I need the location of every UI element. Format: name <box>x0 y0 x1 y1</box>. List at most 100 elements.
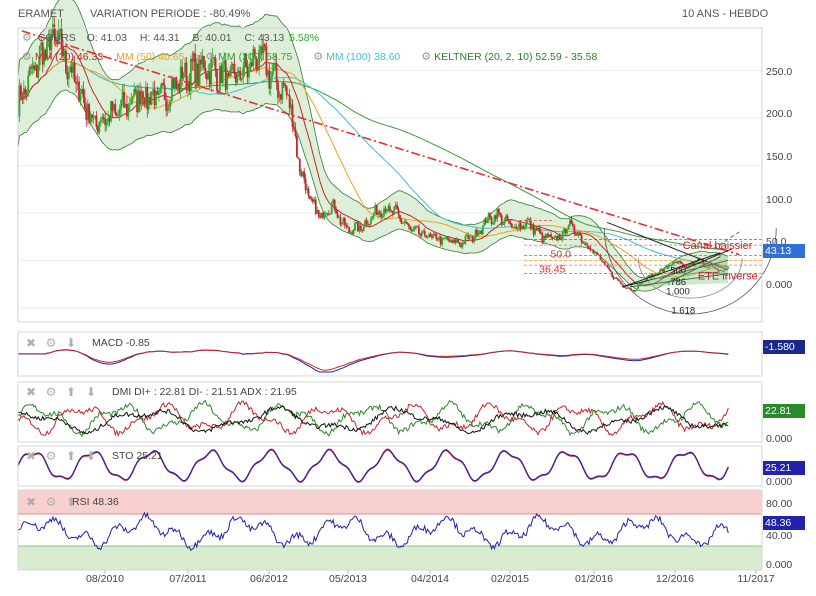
candle <box>163 85 166 101</box>
candle <box>234 73 237 83</box>
candle <box>221 64 224 84</box>
candle <box>333 199 336 210</box>
candle <box>635 288 638 291</box>
fan-line <box>659 248 732 280</box>
settings-icon[interactable]: ⚙ <box>22 51 32 63</box>
cours-label[interactable]: COURS <box>37 32 76 44</box>
candle <box>534 228 537 235</box>
candle <box>567 225 570 230</box>
sto-panel-frame <box>17 445 763 487</box>
candle <box>393 206 396 214</box>
arrow-down-icon[interactable]: ⬇ <box>85 385 97 399</box>
candle <box>673 261 676 263</box>
candle <box>59 28 62 31</box>
candle <box>479 230 481 234</box>
candle <box>647 275 650 277</box>
candle <box>390 210 393 212</box>
candle <box>505 215 507 219</box>
candle <box>46 41 48 59</box>
settings-icon[interactable]: ⚙ <box>22 32 32 44</box>
settings-icon[interactable]: ⚙ <box>45 336 57 350</box>
candle <box>173 77 176 88</box>
close-icon[interactable]: ✖ <box>25 385 37 399</box>
arrow-up-icon[interactable]: ⬆ <box>65 449 77 463</box>
candle <box>532 225 535 235</box>
candle <box>675 261 677 263</box>
timeframe-label[interactable]: 10 ANS - HEBDO <box>682 8 769 20</box>
candle <box>388 206 391 211</box>
candle <box>627 287 629 289</box>
settings-icon[interactable]: ⚙ <box>45 449 57 463</box>
sto-controls: ✖ ⚙ ⬆ ⬇ <box>24 450 104 463</box>
candle <box>278 93 281 98</box>
candle <box>255 57 258 69</box>
candle <box>402 222 404 224</box>
arrow-up-icon[interactable]: ⬆ <box>65 495 77 509</box>
candle <box>297 157 300 159</box>
arrow-up-icon[interactable]: ⬆ <box>65 385 77 399</box>
candle <box>586 245 589 247</box>
candle <box>101 116 104 120</box>
candle <box>330 203 333 214</box>
candle <box>551 237 554 239</box>
candle <box>120 99 123 110</box>
close-icon[interactable]: ✖ <box>25 449 37 463</box>
candle <box>425 235 428 238</box>
close-icon[interactable]: ✖ <box>25 495 37 509</box>
candle <box>259 46 262 50</box>
candle <box>678 261 680 264</box>
macd-signal-line <box>18 349 729 371</box>
candle <box>240 77 243 80</box>
candle <box>325 213 327 214</box>
settings-icon[interactable]: ⚙ <box>45 495 57 509</box>
candle <box>518 223 521 229</box>
fib-label-382: 36.45 <box>539 264 565 276</box>
candle <box>139 90 141 105</box>
close-icon[interactable]: ✖ <box>25 336 37 350</box>
candle <box>598 254 600 256</box>
candle <box>99 119 102 122</box>
candle <box>615 277 618 279</box>
instrument-name: ERAMET <box>18 8 64 20</box>
candle <box>375 205 378 215</box>
candle <box>585 243 587 246</box>
mm200-legend[interactable]: ⚙ MM (200) 58.75 <box>205 51 293 63</box>
candle <box>609 269 612 272</box>
candle <box>606 265 609 268</box>
period-variation: VARIATION PERIODE : -80.49% <box>90 8 251 20</box>
settings-icon[interactable]: ⚙ <box>205 51 216 63</box>
candle <box>704 266 706 268</box>
candle <box>383 208 385 216</box>
candle <box>587 246 590 248</box>
candle <box>547 233 550 237</box>
candle <box>285 86 288 95</box>
arrow-down-icon[interactable]: ⬇ <box>85 449 97 463</box>
mm20-legend[interactable]: ⚙ MM (20) 46.33 <box>22 51 104 63</box>
candle <box>640 282 643 285</box>
candle <box>422 231 425 233</box>
candle <box>439 237 442 245</box>
candle <box>540 231 542 234</box>
mm50-legend[interactable]: MM (50) 40.65 <box>116 51 185 63</box>
candle <box>185 62 188 90</box>
macd-badge: -1.580 <box>763 340 805 354</box>
settings-icon[interactable]: ⚙ <box>45 385 57 399</box>
settings-icon[interactable]: ⚙ <box>313 51 324 63</box>
candle <box>542 235 545 243</box>
candle <box>660 269 663 271</box>
candle <box>404 221 407 223</box>
candle <box>24 88 27 95</box>
mm100-legend[interactable]: ⚙ MM (100) 38.60 <box>313 51 401 63</box>
candle <box>108 118 111 122</box>
settings-icon[interactable]: ⚙ <box>421 51 432 63</box>
x-tick-label: 01/2016 <box>575 573 613 585</box>
arrow-down-icon[interactable]: ⬇ <box>65 336 77 350</box>
candle <box>593 252 596 254</box>
candle <box>489 213 491 218</box>
candle <box>191 58 194 62</box>
keltner-legend[interactable]: ⚙ KELTNER (20, 2, 10) 52.59 - 35.58 <box>421 51 598 63</box>
candle <box>358 225 361 232</box>
candle <box>691 262 693 265</box>
candle <box>43 50 46 65</box>
candle <box>274 62 277 65</box>
